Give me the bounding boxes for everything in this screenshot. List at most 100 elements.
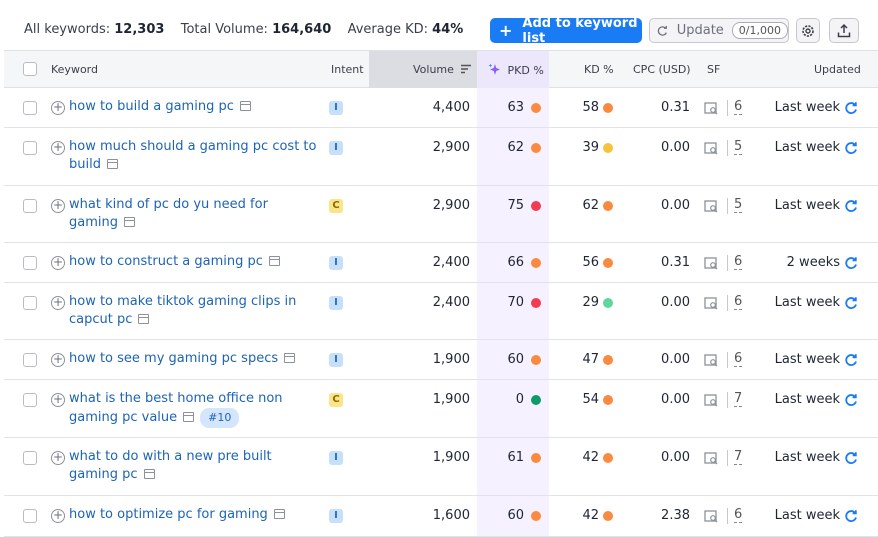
volume-header-label: Volume [413,63,454,76]
sf-count[interactable]: 6 [734,254,743,270]
sf-count[interactable]: 7 [734,449,743,465]
keyword-link[interactable]: how to build a gaming pc [69,98,319,116]
keyword-link[interactable]: how to construct a gaming pc [69,253,319,271]
pkd-indicator-dot [531,355,541,365]
toolbar: All keywords: 12,303 Total Volume: 164,6… [0,0,878,50]
keyword-text: how to optimize pc for gaming [69,507,268,522]
settings-button[interactable] [796,18,820,43]
serp-icon[interactable] [183,412,195,422]
row-checkbox[interactable] [23,296,37,310]
row-checkbox[interactable] [23,509,37,523]
sf-count[interactable]: 6 [734,99,743,115]
serp-features-icon [704,452,718,465]
column-header-updated[interactable]: Updated [814,63,861,76]
add-to-keyword-list-button[interactable]: + Add to keyword list [490,15,642,46]
keyword-text: how to make tiktok gaming clips in capcu… [69,294,297,327]
refresh-keyword-icon[interactable] [844,141,858,155]
add-keyword-plus-icon[interactable]: + [51,140,65,155]
sf-divider [727,352,728,368]
sf-count[interactable]: 5 [734,139,743,155]
column-header-kd[interactable]: KD % [584,63,614,76]
row-checkbox[interactable] [23,101,37,115]
row-checkbox[interactable] [23,199,37,213]
updated-value: Last week [774,392,840,407]
cpc-value: 0.00 [661,450,690,465]
row-checkbox[interactable] [23,256,37,270]
keyword-link[interactable]: how to make tiktok gaming clips in capcu… [69,293,319,329]
intent-badge: I [329,101,343,115]
sf-count[interactable]: 5 [734,197,743,213]
add-to-keyword-list-label: Add to keyword list [522,15,638,46]
column-header-keyword[interactable]: Keyword [51,63,98,76]
keyword-link[interactable]: what is the best home office non gaming … [69,390,319,428]
cpc-value: 2.38 [661,508,690,523]
pkd-value: 63 [507,100,524,115]
keyword-link[interactable]: how much should a gaming pc cost to buil… [69,138,319,174]
keyword-link[interactable]: how to see my gaming pc specs [69,350,319,368]
serp-features-icon [704,257,718,270]
pkd-header-label: PKD % [507,64,544,77]
column-header-pkd[interactable]: PKD % [488,63,544,77]
refresh-keyword-icon[interactable] [844,296,858,310]
sf-divider [727,198,728,214]
serp-icon[interactable] [138,314,150,324]
column-header-cpc[interactable]: CPC (USD) [633,63,691,76]
all-keywords-value: 12,303 [114,22,165,37]
add-keyword-plus-icon[interactable]: + [51,508,65,523]
serp-features-icon [704,142,718,155]
row-checkbox[interactable] [23,141,37,155]
add-keyword-plus-icon[interactable]: + [51,352,65,367]
serp-icon[interactable] [124,217,135,227]
serp-icon[interactable] [284,353,296,363]
refresh-keyword-icon[interactable] [844,353,858,367]
updated-value: Last week [774,140,840,155]
sf-count[interactable]: 6 [734,507,743,523]
row-checkbox[interactable] [23,451,37,465]
sparkle-icon [488,63,500,75]
keyword-text: how to see my gaming pc specs [69,351,279,366]
keyword-link[interactable]: what kind of pc do yu need for gaming [69,196,319,232]
row-checkbox[interactable] [23,353,37,367]
sf-count[interactable]: 6 [734,294,743,310]
serp-icon[interactable] [106,159,118,169]
keyword-link[interactable]: how to optimize pc for gaming [69,506,319,524]
keyword-link[interactable]: what to do with a new pre built gaming p… [69,448,319,484]
serp-icon[interactable] [239,101,251,111]
pkd-indicator-dot [531,298,541,308]
row-checkbox[interactable] [23,393,37,407]
add-keyword-plus-icon[interactable]: + [51,100,65,115]
serp-icon[interactable] [273,509,285,519]
export-button[interactable] [829,18,859,43]
kd-indicator-dot [603,511,613,521]
kd-indicator-dot [603,201,613,211]
column-header-intent[interactable]: Intent [331,63,364,76]
refresh-keyword-icon[interactable] [844,393,858,407]
add-keyword-plus-icon[interactable]: + [51,255,65,270]
add-keyword-plus-icon[interactable]: + [51,295,65,310]
update-button[interactable]: Update 0/1,000 [649,18,789,43]
sf-count[interactable]: 6 [734,351,743,367]
refresh-icon [657,25,667,36]
add-keyword-plus-icon[interactable]: + [51,450,65,465]
add-keyword-plus-icon[interactable]: + [51,198,65,213]
add-keyword-plus-icon[interactable]: + [51,392,65,407]
cpc-value: 0.00 [661,140,690,155]
refresh-keyword-icon[interactable] [844,509,858,523]
select-all-checkbox[interactable] [23,62,37,76]
serp-icon[interactable] [143,469,155,479]
refresh-keyword-icon[interactable] [844,451,858,465]
volume-value: 2,400 [432,295,470,310]
column-header-volume[interactable]: Volume [413,63,472,76]
refresh-keyword-icon[interactable] [844,256,858,270]
pkd-value: 60 [507,352,524,367]
cpc-value: 0.00 [661,198,690,213]
total-volume-label: Total Volume: [180,22,268,37]
cpc-value: 0.31 [661,255,690,270]
refresh-keyword-icon[interactable] [844,101,858,115]
refresh-keyword-icon[interactable] [844,199,858,213]
column-header-sf[interactable]: SF [707,63,721,76]
kd-indicator-dot [603,258,613,268]
serp-icon[interactable] [268,256,280,266]
pkd-indicator-dot [531,201,541,211]
sf-count[interactable]: 7 [734,391,743,407]
